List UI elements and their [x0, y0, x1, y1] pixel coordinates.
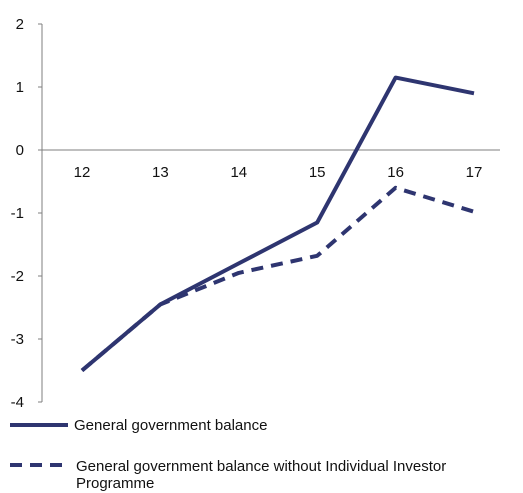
x-tick-label: 16 [387, 164, 404, 181]
y-tick-label: -2 [11, 268, 24, 285]
y-tick-label: -4 [11, 394, 24, 411]
x-tick-label: 12 [74, 164, 91, 181]
y-tick-label: 1 [16, 79, 24, 96]
legend-label-line1: General government balance without Indiv… [76, 458, 446, 475]
series-line-general-government-balance [80, 75, 475, 373]
legend: General government balance General gover… [10, 417, 450, 492]
x-tick-label: 15 [309, 164, 326, 181]
x-tick-labels: 12 13 14 15 16 17 [74, 164, 483, 181]
x-tick-label: 14 [230, 164, 247, 181]
legend-label-general-government-balance: General government balance [74, 417, 267, 434]
y-tick-label: -1 [11, 205, 24, 222]
series-line-without-iip [80, 185, 475, 373]
x-tick-label: 17 [466, 164, 483, 181]
y-tick-label: -3 [11, 331, 24, 348]
legend-label-without-iip: General government balance without Indiv… [76, 458, 450, 492]
series-lines [80, 75, 475, 373]
y-tick-labels: 2 1 0 -1 -2 -3 -4 [11, 16, 42, 411]
x-tick-label: 13 [152, 164, 169, 181]
y-tick-label: 2 [16, 16, 24, 33]
y-tick-label: 0 [16, 142, 24, 159]
legend-label-line2: Programme [76, 475, 154, 492]
